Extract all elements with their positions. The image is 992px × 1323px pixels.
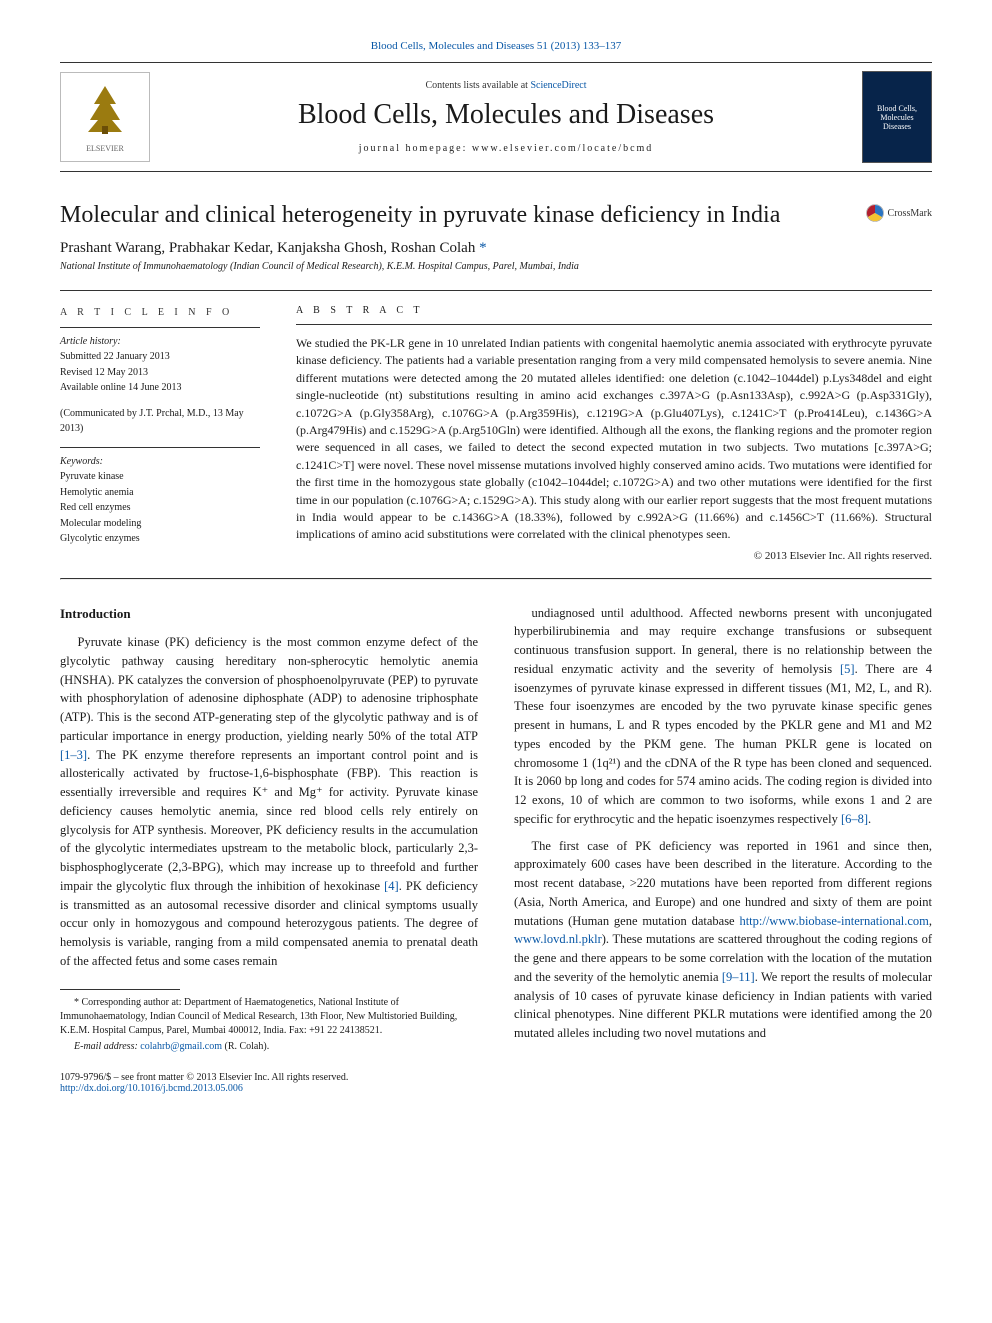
homepage-url: www.elsevier.com/locate/bcmd bbox=[472, 143, 653, 154]
footnote-block: * Corresponding author at: Department of… bbox=[60, 989, 478, 1054]
keyword: Molecular modeling bbox=[60, 516, 260, 532]
journal-title: Blood Cells, Molecules and Diseases bbox=[150, 99, 862, 131]
ref-link[interactable]: [6–8] bbox=[841, 812, 868, 826]
title-row: Molecular and clinical heterogeneity in … bbox=[60, 200, 932, 230]
sciencedirect-link[interactable]: ScienceDirect bbox=[530, 80, 586, 91]
cover-line1: Blood Cells, bbox=[877, 104, 917, 113]
keyword: Red cell enzymes bbox=[60, 500, 260, 516]
ref-link[interactable]: [4] bbox=[384, 879, 399, 893]
communicated-by: (Communicated by J.T. Prchal, M.D., 13 M… bbox=[60, 406, 260, 437]
email-link[interactable]: colahrb@gmail.com bbox=[140, 1041, 222, 1052]
header-center: Contents lists available at ScienceDirec… bbox=[150, 80, 862, 154]
body-columns: Introduction Pyruvate kinase (PK) defici… bbox=[60, 604, 932, 1054]
body-p1: Pyruvate kinase (PK) deficiency is the m… bbox=[60, 633, 478, 971]
authors-line: Prashant Warang, Prabhakar Kedar, Kanjak… bbox=[60, 240, 932, 257]
footer-doi-link[interactable]: http://dx.doi.org/10.1016/j.bcmd.2013.05… bbox=[60, 1083, 932, 1094]
email-name: (R. Colah). bbox=[222, 1041, 269, 1052]
history-label: Article history: bbox=[60, 334, 260, 350]
ext-link[interactable]: http://www.biobase-international.com bbox=[739, 914, 928, 928]
ref-link[interactable]: [5] bbox=[840, 662, 855, 676]
page-root: Blood Cells, Molecules and Diseases 51 (… bbox=[0, 0, 992, 1134]
cover-line2: Molecules bbox=[880, 113, 913, 122]
body-p3: The first case of PK deficiency was repo… bbox=[514, 837, 932, 1043]
homepage-label: journal homepage: bbox=[359, 143, 472, 154]
keyword: Glycolytic enzymes bbox=[60, 531, 260, 547]
authors-plain: Prashant Warang, Prabhakar Kedar, Kanjak… bbox=[60, 240, 475, 256]
keywords-label: Keywords: bbox=[60, 454, 260, 470]
contents-prefix: Contents lists available at bbox=[425, 80, 530, 91]
p1-b: . The PK enzyme therefore represents an … bbox=[60, 748, 478, 893]
corr-marker-link[interactable]: * bbox=[475, 240, 486, 256]
p1-a: Pyruvate kinase (PK) deficiency is the m… bbox=[60, 635, 478, 743]
email-label: E-mail address: bbox=[74, 1041, 140, 1052]
page-footer: 1079-9796/$ – see front matter © 2013 El… bbox=[60, 1072, 932, 1094]
footnote-rule bbox=[60, 989, 180, 990]
article-info-heading: A R T I C L E I N F O bbox=[60, 305, 260, 321]
crossmark-icon bbox=[866, 204, 884, 222]
article-info: A R T I C L E I N F O Article history: S… bbox=[60, 305, 260, 562]
cover-line3: Diseases bbox=[883, 122, 911, 131]
p2-c: . bbox=[868, 812, 871, 826]
elsevier-label: ELSEVIER bbox=[86, 144, 124, 153]
ref-link[interactable]: [1–3] bbox=[60, 748, 87, 762]
article-title: Molecular and clinical heterogeneity in … bbox=[60, 200, 858, 230]
abstract-block: A B S T R A C T We studied the PK-LR gen… bbox=[296, 305, 932, 562]
top-journal-ref-link[interactable]: Blood Cells, Molecules and Diseases 51 (… bbox=[371, 40, 622, 52]
abstract-copyright: © 2013 Elsevier Inc. All rights reserved… bbox=[296, 550, 932, 562]
affiliation: National Institute of Immunohaematology … bbox=[60, 261, 932, 272]
intro-heading: Introduction bbox=[60, 604, 478, 624]
elsevier-tree-icon bbox=[82, 82, 128, 144]
corr-footnote: * Corresponding author at: Department of… bbox=[60, 996, 478, 1038]
history-submitted: Submitted 22 January 2013 bbox=[60, 349, 260, 365]
elsevier-logo: ELSEVIER bbox=[60, 72, 150, 162]
section-rule bbox=[60, 578, 932, 580]
keyword: Pyruvate kinase bbox=[60, 469, 260, 485]
ref-link[interactable]: [9–11] bbox=[722, 970, 755, 984]
keyword: Hemolytic anemia bbox=[60, 485, 260, 501]
abstract-text: We studied the PK-LR gene in 10 unrelate… bbox=[296, 335, 932, 544]
info-abstract-row: A R T I C L E I N F O Article history: S… bbox=[60, 290, 932, 562]
top-journal-ref: Blood Cells, Molecules and Diseases 51 (… bbox=[60, 40, 932, 52]
crossmark-label: CrossMark bbox=[888, 208, 932, 219]
footer-issn: 1079-9796/$ – see front matter © 2013 El… bbox=[60, 1072, 932, 1083]
ext-link[interactable]: www.lovd.nl.pklr bbox=[514, 932, 602, 946]
journal-cover-thumb: Blood Cells, Molecules Diseases bbox=[862, 71, 932, 163]
contents-line: Contents lists available at ScienceDirec… bbox=[150, 80, 862, 91]
crossmark-badge[interactable]: CrossMark bbox=[866, 204, 932, 222]
abstract-heading: A B S T R A C T bbox=[296, 305, 932, 316]
body-p2: undiagnosed until adulthood. Affected ne… bbox=[514, 604, 932, 829]
p3-mid: , bbox=[929, 914, 932, 928]
journal-header: ELSEVIER Contents lists available at Sci… bbox=[60, 62, 932, 172]
history-revised: Revised 12 May 2013 bbox=[60, 365, 260, 381]
p2-b: . There are 4 isoenzymes of pyruvate kin… bbox=[514, 662, 932, 826]
journal-homepage: journal homepage: www.elsevier.com/locat… bbox=[150, 143, 862, 154]
history-online: Available online 14 June 2013 bbox=[60, 380, 260, 396]
